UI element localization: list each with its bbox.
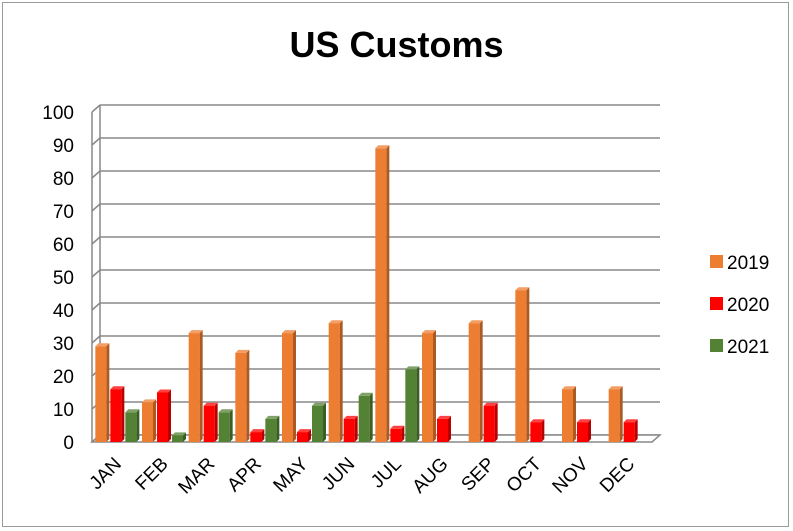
bar-2020-jul: [390, 425, 405, 442]
gridline-diag: [91, 203, 101, 212]
bar-2021-jun: [358, 392, 373, 442]
gridline-diag: [91, 170, 101, 179]
gridline-diag: [91, 335, 101, 344]
y-tick-label: 60: [53, 235, 74, 256]
y-tick-label: 0: [63, 433, 74, 454]
legend-swatch: [710, 255, 723, 268]
bar-2019-nov: [562, 386, 576, 442]
gridline-diag: [91, 104, 101, 113]
bar-2021-mar: [218, 409, 233, 442]
y-axis-ticks: 0 10 20 30 40 50 60 70 80 90 100: [42, 103, 74, 454]
legend-item-2021: 2021: [710, 337, 769, 358]
bars: [95, 145, 638, 443]
x-tick-label: JUN: [318, 454, 359, 495]
bar-2019-feb: [142, 399, 156, 442]
bar-2020-apr: [250, 429, 265, 442]
bar-2019-may: [282, 330, 296, 442]
y-tick-label: 30: [53, 334, 74, 355]
y-tick-label: 50: [53, 268, 74, 289]
y-tick-label: 100: [42, 103, 74, 124]
x-tick-label: NOV: [549, 454, 593, 498]
bar-2019-aug: [422, 330, 436, 442]
bar-2020-aug: [437, 415, 451, 442]
bar-2019-dec: [608, 386, 623, 442]
bar-2019-jul: [375, 145, 390, 443]
x-tick-label: MAY: [270, 454, 313, 497]
bar-2019-apr: [235, 349, 250, 442]
bar-2020-dec: [623, 419, 638, 442]
gridline-diag: [91, 137, 101, 146]
gridline-diag: [91, 236, 101, 245]
bar-2020-sep: [483, 402, 498, 442]
x-tick-label: SEP: [458, 454, 500, 496]
legend-swatch: [710, 297, 723, 310]
x-tick-label: FEB: [132, 454, 173, 495]
bar-2020-may: [297, 429, 311, 442]
bar-2020-nov: [577, 419, 591, 442]
legend-item-2020: 2020: [710, 295, 769, 316]
y-tick-label: 80: [53, 169, 74, 190]
bar-2019-sep: [468, 320, 483, 442]
x-axis-ticks: JAN FEB MAR APR MAY JUN JUL AUG SEP OCT NOV DEC: [86, 453, 640, 498]
bar-2020-jun: [343, 415, 358, 442]
bar-2021-jul: [405, 366, 420, 442]
x-tick-label: AUG: [409, 454, 453, 498]
legend-label: 2021: [727, 337, 769, 358]
x-tick-label: JUL: [367, 454, 406, 493]
chart-title: US Customs: [289, 24, 504, 65]
bar-2020-jan: [110, 386, 125, 442]
legend-label: 2019: [727, 253, 769, 274]
legend-swatch: [710, 339, 723, 352]
bar-2020-oct: [530, 419, 545, 442]
x-tick-label: APR: [223, 454, 265, 496]
bar-2020-mar: [203, 402, 218, 442]
x-tick-label: JAN: [86, 454, 126, 494]
legend-label: 2020: [727, 295, 769, 316]
bar-2020-feb: [157, 389, 171, 442]
bar-2021-may: [312, 402, 326, 442]
legend-item-2019: 2019: [710, 253, 769, 274]
y-tick-label: 70: [53, 202, 74, 223]
y-tick-label: 90: [53, 136, 74, 157]
y-tick-label: 10: [53, 400, 74, 421]
legend: 2019 2020 2021: [710, 253, 769, 358]
bar-2019-oct: [515, 287, 530, 442]
gridline-diag: [91, 302, 101, 311]
bar-2021-jan: [125, 409, 140, 442]
y-tick-label: 20: [53, 367, 74, 388]
x-tick-label: OCT: [503, 453, 546, 496]
bar-2019-jan: [95, 343, 110, 442]
bar-2021-apr: [265, 415, 280, 442]
x-tick-label: DEC: [596, 454, 639, 497]
x-tick-label: MAR: [175, 454, 220, 499]
bar-2019-jun: [328, 320, 343, 442]
gridline-diag: [91, 269, 101, 278]
y-tick-label: 40: [53, 301, 74, 322]
bar-2019-mar: [188, 330, 203, 442]
bar-2021-feb: [172, 432, 186, 442]
